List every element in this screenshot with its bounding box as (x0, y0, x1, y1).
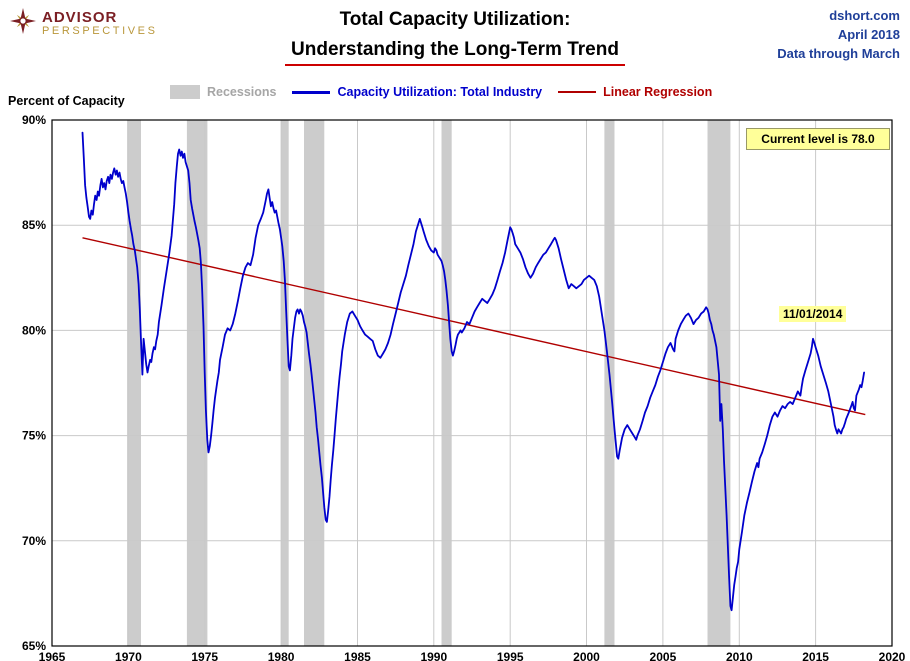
recession-band (441, 120, 452, 646)
chart-legend: Recessions Capacity Utilization: Total I… (170, 85, 712, 99)
compass-logo-icon (10, 8, 36, 39)
y-tick-label: 80% (22, 323, 46, 337)
x-tick-label: 1995 (497, 650, 524, 661)
x-tick-label: 2015 (802, 650, 829, 661)
x-tick-label: 2000 (573, 650, 600, 661)
regression-line (82, 237, 866, 416)
y-tick-label: 85% (22, 218, 46, 232)
advisor-perspectives-logo: ADVISOR PERSPECTIVES (10, 8, 158, 39)
x-tick-label: 1980 (268, 650, 295, 661)
source-attribution: dshort.com April 2018 Data through March (777, 7, 900, 64)
x-tick-label: 1985 (344, 650, 371, 661)
legend-capacity-label: Capacity Utilization: Total Industry (337, 85, 543, 99)
capacity-utilization-line (81, 131, 865, 612)
legend-item-capacity: Capacity Utilization: Total Industry (292, 85, 542, 99)
current-level-callout: Current level is 78.0 (746, 128, 890, 150)
x-tick-label: 1990 (420, 650, 447, 661)
plot-border (51, 119, 893, 647)
source-data-note: Data through March (777, 45, 900, 61)
x-tick-label: 2010 (726, 650, 753, 661)
y-tick-label: 65% (22, 639, 46, 653)
y-axis-caption: Percent of Capacity (8, 94, 125, 108)
regression-line-swatch-icon (558, 91, 597, 93)
recession-band (304, 120, 325, 646)
source-month: April 2018 (837, 26, 900, 42)
y-tick-label: 70% (22, 534, 46, 548)
legend-item-recessions: Recessions (170, 85, 276, 99)
chart-title-line2: Understanding the Long-Term Trend (285, 39, 625, 66)
recession-band (281, 120, 289, 646)
legend-regression-label: Linear Regression (603, 85, 713, 99)
legend-recessions-label: Recessions (207, 85, 277, 99)
y-tick-label: 75% (22, 429, 46, 443)
x-tick-label: 1975 (191, 650, 218, 661)
recession-band (186, 120, 208, 646)
recession-band (127, 120, 141, 646)
recession-swatch-icon (170, 85, 200, 99)
chart-title-block: Total Capacity Utilization: Understandin… (0, 9, 910, 66)
x-tick-label: 1965 (39, 650, 66, 661)
source-site: dshort.com (829, 8, 900, 23)
logo-advisor-label: ADVISOR (42, 8, 118, 26)
legend-item-regression: Linear Regression (558, 85, 712, 99)
x-tick-label: 2020 (879, 650, 906, 661)
logo-perspectives-label: PERSPECTIVES (42, 24, 158, 37)
interim-high-date-label: 11/01/2014 (779, 306, 847, 322)
chart-title-line1: Total Capacity Utilization: (339, 9, 571, 30)
capacity-line-swatch-icon (292, 90, 331, 94)
y-tick-label: 90% (22, 113, 46, 127)
logo-text: ADVISOR PERSPECTIVES (42, 10, 158, 37)
x-tick-label: 1970 (115, 650, 142, 661)
x-tick-label: 2005 (650, 650, 677, 661)
